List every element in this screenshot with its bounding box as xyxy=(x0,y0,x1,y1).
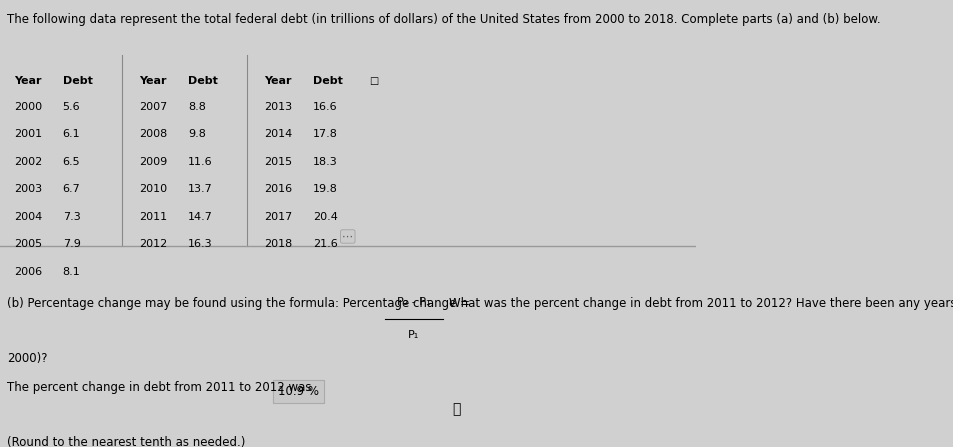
Text: 8.8: 8.8 xyxy=(188,101,206,112)
Text: Year: Year xyxy=(139,76,167,86)
Text: Year: Year xyxy=(264,76,292,86)
Text: 11.6: 11.6 xyxy=(188,157,213,167)
Text: 2018: 2018 xyxy=(264,240,293,249)
Text: 2007: 2007 xyxy=(139,101,167,112)
Text: ⋯: ⋯ xyxy=(342,232,353,241)
Text: 10.9 %: 10.9 % xyxy=(277,385,318,398)
Text: 2013: 2013 xyxy=(264,101,293,112)
Text: 19.8: 19.8 xyxy=(313,184,337,194)
Text: 5.6: 5.6 xyxy=(63,101,80,112)
Text: 2017: 2017 xyxy=(264,212,293,222)
Text: 6.1: 6.1 xyxy=(63,129,80,139)
Text: 2016: 2016 xyxy=(264,184,293,194)
Text: (b) Percentage change may be found using the formula: Percentage change =: (b) Percentage change may be found using… xyxy=(7,296,470,310)
Text: 2004: 2004 xyxy=(14,212,42,222)
Text: (Round to the nearest tenth as needed.): (Round to the nearest tenth as needed.) xyxy=(7,436,245,447)
FancyBboxPatch shape xyxy=(273,380,324,403)
Text: Debt: Debt xyxy=(188,76,217,86)
Text: 2011: 2011 xyxy=(139,212,167,222)
Text: Year: Year xyxy=(14,76,41,86)
Text: 2015: 2015 xyxy=(264,157,293,167)
Text: 2003: 2003 xyxy=(14,184,42,194)
Text: 9.8: 9.8 xyxy=(188,129,206,139)
Text: 2008: 2008 xyxy=(139,129,167,139)
Text: 18.3: 18.3 xyxy=(313,157,337,167)
Text: 7.3: 7.3 xyxy=(63,212,80,222)
Text: P₂ - P₁: P₂ - P₁ xyxy=(396,297,430,307)
Text: 16.6: 16.6 xyxy=(313,101,337,112)
Text: Debt: Debt xyxy=(63,76,92,86)
Text: 2012: 2012 xyxy=(139,240,167,249)
Text: The percent change in debt from 2011 to 2012 was: The percent change in debt from 2011 to … xyxy=(7,381,311,394)
Text: 7.9: 7.9 xyxy=(63,240,80,249)
Text: The following data represent the total federal debt (in trillions of dollars) of: The following data represent the total f… xyxy=(7,13,880,26)
Text: 2006: 2006 xyxy=(14,267,42,277)
Text: 6.7: 6.7 xyxy=(63,184,80,194)
Text: ⮡: ⮡ xyxy=(452,402,460,417)
Text: 16.3: 16.3 xyxy=(188,240,213,249)
Text: □: □ xyxy=(368,76,377,86)
Text: 2005: 2005 xyxy=(14,240,42,249)
Text: 2009: 2009 xyxy=(139,157,167,167)
Text: 6.5: 6.5 xyxy=(63,157,80,167)
Text: 8.1: 8.1 xyxy=(63,267,80,277)
Text: 2000: 2000 xyxy=(14,101,42,112)
Text: P₁: P₁ xyxy=(408,330,419,341)
Text: 13.7: 13.7 xyxy=(188,184,213,194)
Text: What was the percent change in debt from 2011 to 2012? Have there been any years: What was the percent change in debt from… xyxy=(448,296,953,310)
Text: 14.7: 14.7 xyxy=(188,212,213,222)
Text: 2010: 2010 xyxy=(139,184,167,194)
Text: Debt: Debt xyxy=(313,76,342,86)
Text: 20.4: 20.4 xyxy=(313,212,337,222)
Text: 21.6: 21.6 xyxy=(313,240,337,249)
Text: 2014: 2014 xyxy=(264,129,293,139)
Text: 17.8: 17.8 xyxy=(313,129,337,139)
Text: 2000)?: 2000)? xyxy=(7,352,48,365)
Text: 2002: 2002 xyxy=(14,157,42,167)
Text: 2001: 2001 xyxy=(14,129,42,139)
